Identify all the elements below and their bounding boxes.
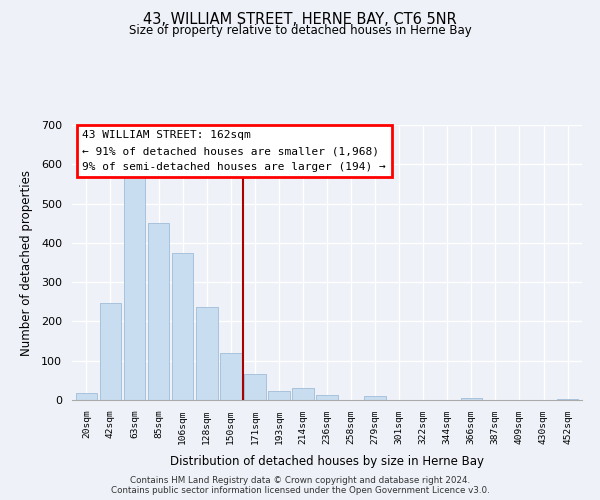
Bar: [244, 374, 266, 400]
Bar: [268, 390, 290, 400]
Bar: [172, 252, 193, 400]
Text: Size of property relative to detached houses in Herne Bay: Size of property relative to detached ho…: [128, 24, 472, 37]
Text: 43, WILLIAM STREET, HERNE BAY, CT6 5NR: 43, WILLIAM STREET, HERNE BAY, CT6 5NR: [143, 12, 457, 28]
Text: Contains public sector information licensed under the Open Government Licence v3: Contains public sector information licen…: [110, 486, 490, 495]
Bar: [557, 399, 578, 400]
Bar: [196, 308, 218, 400]
Y-axis label: Number of detached properties: Number of detached properties: [20, 170, 33, 356]
X-axis label: Distribution of detached houses by size in Herne Bay: Distribution of detached houses by size …: [170, 456, 484, 468]
Bar: [124, 171, 145, 400]
Text: 43 WILLIAM STREET: 162sqm
← 91% of detached houses are smaller (1,968)
9% of sem: 43 WILLIAM STREET: 162sqm ← 91% of detac…: [82, 130, 386, 172]
Bar: [461, 398, 482, 400]
Bar: [76, 393, 97, 400]
Bar: [100, 303, 121, 400]
Bar: [220, 353, 242, 400]
Bar: [316, 396, 338, 400]
Text: Contains HM Land Registry data © Crown copyright and database right 2024.: Contains HM Land Registry data © Crown c…: [130, 476, 470, 485]
Bar: [148, 223, 169, 400]
Bar: [292, 388, 314, 400]
Bar: [364, 396, 386, 400]
